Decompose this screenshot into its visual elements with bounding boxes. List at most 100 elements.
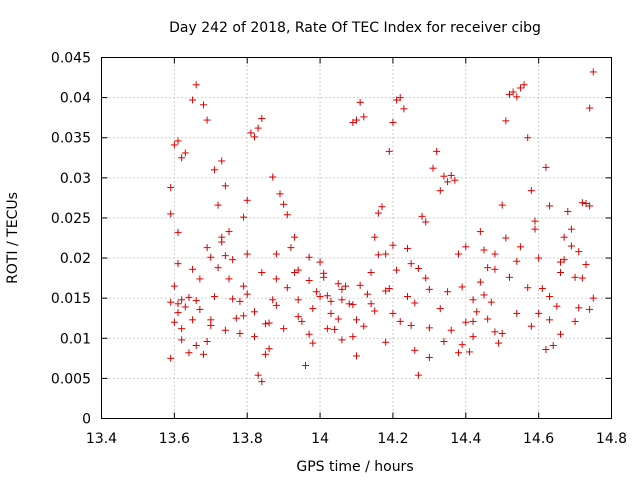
data-point	[495, 339, 503, 347]
data-point	[338, 336, 346, 344]
data-point	[557, 330, 564, 338]
data-point	[462, 318, 470, 326]
data-point	[465, 348, 473, 356]
data-point	[506, 90, 513, 98]
x-axis-label: GPS time / hours	[296, 459, 413, 475]
data-point	[462, 243, 470, 251]
x-tick-label: 14.8	[596, 431, 627, 447]
data-point	[422, 218, 430, 226]
data-point	[502, 234, 510, 242]
data-point	[447, 326, 455, 334]
data-point	[167, 354, 175, 362]
data-point	[451, 176, 459, 184]
data-point	[283, 284, 291, 292]
data-point	[243, 250, 251, 258]
data-point	[546, 316, 554, 324]
data-point	[221, 182, 229, 190]
data-point	[269, 173, 277, 181]
y-tick-label: 0	[82, 412, 91, 428]
data-point	[280, 200, 288, 208]
data-point	[236, 329, 244, 337]
data-point	[418, 212, 426, 220]
data-point	[254, 371, 262, 379]
data-point	[553, 302, 561, 310]
data-point	[185, 293, 193, 301]
data-point	[181, 303, 189, 311]
data-point	[221, 326, 229, 334]
data-point	[258, 378, 266, 386]
x-tick-label: 14	[311, 431, 329, 447]
data-point	[200, 101, 207, 109]
data-point	[225, 275, 233, 283]
data-point	[207, 253, 215, 261]
data-point	[254, 124, 262, 132]
data-point	[192, 297, 200, 305]
data-point	[323, 292, 331, 300]
data-point	[294, 266, 302, 274]
data-point	[334, 280, 342, 288]
data-point	[356, 98, 364, 106]
data-point	[498, 329, 506, 337]
data-point	[513, 309, 521, 317]
data-point	[261, 320, 269, 328]
data-point	[578, 274, 586, 282]
data-point	[178, 154, 186, 162]
data-point	[305, 277, 313, 285]
data-point	[353, 316, 360, 324]
data-point	[367, 300, 375, 308]
data-points	[167, 68, 597, 386]
data-point	[542, 163, 550, 171]
data-point	[509, 88, 517, 96]
y-tick-label: 0.045	[51, 51, 91, 67]
data-point	[516, 243, 524, 251]
data-point	[575, 304, 583, 312]
data-point	[436, 187, 444, 195]
data-point	[218, 157, 226, 165]
data-point	[374, 251, 382, 259]
data-point	[280, 325, 288, 333]
data-point	[265, 345, 273, 353]
data-point	[469, 317, 477, 325]
data-point	[542, 346, 550, 354]
data-point	[309, 339, 317, 347]
data-point	[455, 349, 462, 357]
data-point	[291, 233, 299, 241]
data-point	[567, 225, 575, 233]
data-point	[316, 258, 324, 266]
x-tick-label: 13.4	[86, 431, 117, 447]
data-point	[221, 252, 229, 260]
data-point	[334, 315, 342, 323]
data-point	[181, 149, 189, 157]
data-point	[356, 281, 364, 289]
data-point	[167, 298, 175, 306]
data-point	[294, 296, 302, 304]
data-point	[557, 258, 564, 266]
data-point	[349, 301, 357, 309]
data-point	[240, 312, 248, 320]
data-point	[272, 301, 280, 309]
x-tick-label: 14.2	[377, 431, 408, 447]
data-point	[371, 307, 379, 315]
data-point	[527, 322, 535, 330]
data-point	[203, 337, 211, 345]
data-point	[491, 265, 499, 273]
data-point	[229, 295, 237, 303]
data-point	[404, 293, 411, 301]
data-point	[349, 333, 357, 341]
data-point	[261, 350, 269, 358]
data-point	[236, 297, 244, 305]
data-point	[265, 319, 273, 327]
y-tick-label: 0.035	[51, 131, 91, 147]
data-point	[327, 297, 335, 305]
data-point	[170, 141, 178, 149]
data-point	[444, 178, 452, 186]
data-point	[407, 321, 415, 329]
data-point	[309, 305, 317, 313]
data-point	[363, 290, 371, 298]
data-point	[305, 253, 313, 261]
data-point	[243, 290, 251, 298]
data-point	[210, 293, 218, 301]
data-point	[174, 137, 182, 145]
data-point	[414, 264, 422, 272]
data-point	[185, 349, 193, 357]
